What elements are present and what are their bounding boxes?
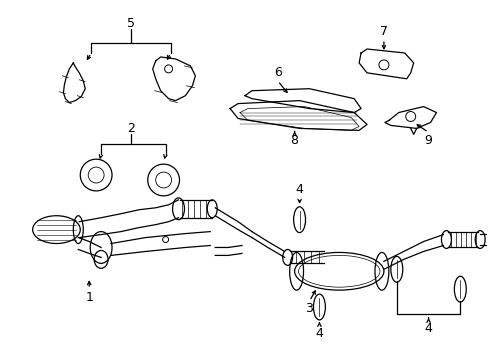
Text: 5: 5 xyxy=(126,17,135,30)
Text: 4: 4 xyxy=(424,322,431,336)
Text: 2: 2 xyxy=(127,122,135,135)
Text: 1: 1 xyxy=(85,291,93,303)
Text: 7: 7 xyxy=(379,24,387,38)
Text: 6: 6 xyxy=(273,66,281,79)
Text: 4: 4 xyxy=(295,184,303,197)
Text: 4: 4 xyxy=(315,327,323,340)
Text: 9: 9 xyxy=(424,134,431,147)
Text: 8: 8 xyxy=(290,134,298,147)
Text: 3: 3 xyxy=(305,302,313,315)
